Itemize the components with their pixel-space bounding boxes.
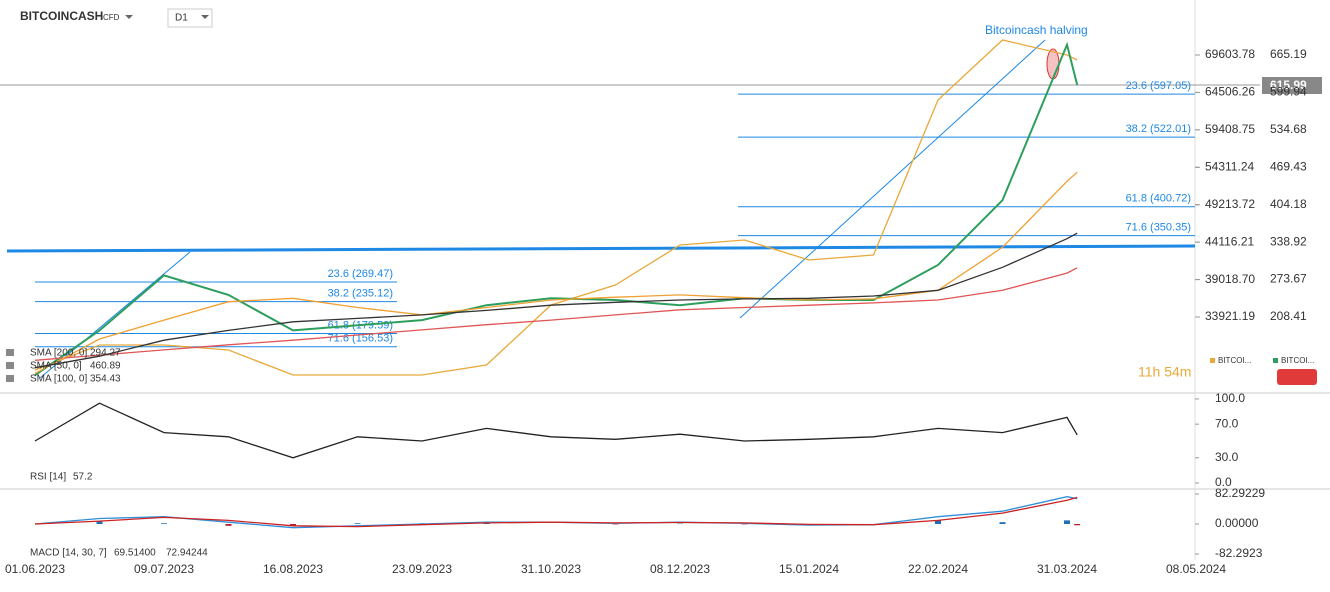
y2-tick-label: 39018.70 (1205, 272, 1255, 286)
y2-tick-label: 49213.72 (1205, 197, 1255, 211)
y-tick-label: 469.43 (1270, 159, 1307, 173)
y2-tick-label: 33921.19 (1205, 309, 1255, 323)
macd-histogram-bar (1064, 520, 1070, 524)
x-tick-label: 08.12.2023 (650, 562, 710, 576)
fib-label: 71.6 (350.35) (1126, 221, 1191, 233)
fib-label: 38.2 (235.12) (328, 288, 393, 300)
fib-label: 38.2 (522.01) (1126, 123, 1191, 135)
legend-name: BITCOI... (1281, 356, 1314, 365)
x-tick-label: 15.01.2024 (779, 562, 839, 576)
y-tick-label: 82.29229 (1215, 486, 1265, 500)
instrument-kind: CFD (103, 13, 120, 22)
rsi-label: RSI [14] (30, 472, 66, 483)
macd-histogram-bar (355, 523, 361, 524)
x-tick-label: 16.08.2023 (263, 562, 323, 576)
legend-name: BITCOI... (1218, 356, 1251, 365)
y2-tick-label: 59408.75 (1205, 122, 1255, 136)
legend-value: 294.27 (90, 348, 121, 359)
y-tick-label: 338.92 (1270, 234, 1307, 248)
x-tick-label: 31.10.2023 (521, 562, 581, 576)
highlight-ellipse (1047, 49, 1059, 79)
legend-swatch (1273, 358, 1278, 363)
interval[interactable]: D1 (175, 13, 188, 24)
legend-value: 460.89 (90, 361, 121, 372)
legend-icon (6, 362, 14, 369)
fib-label: 61.8 (400.72) (1126, 193, 1191, 205)
y-tick-label: -82.2923 (1215, 546, 1263, 560)
macd-label: MACD [14, 30, 7] (30, 548, 107, 559)
y2-tick-label: 69603.78 (1205, 47, 1255, 61)
annotation: Bitcoincash halving (985, 23, 1088, 37)
symbol[interactable]: BITCOINCASH (20, 9, 103, 23)
fib-label: 23.6 (597.05) (1126, 80, 1191, 92)
x-tick-label: 31.03.2024 (1037, 562, 1097, 576)
legend-swatch (1210, 358, 1215, 363)
fib-label: 23.6 (269.47) (328, 268, 393, 280)
legend-value: 354.43 (90, 374, 121, 385)
y-tick-label: 273.67 (1270, 272, 1307, 286)
legend-icon (6, 349, 14, 356)
y-tick-label: 534.68 (1270, 122, 1307, 136)
macd-histogram-bar (161, 523, 167, 524)
x-tick-label: 23.09.2023 (392, 562, 452, 576)
x-tick-label: 22.02.2024 (908, 562, 968, 576)
y-tick-label: 599.94 (1270, 85, 1307, 99)
x-tick-label: 08.05.2024 (1166, 562, 1226, 576)
y-tick-label: 208.41 (1270, 309, 1307, 323)
legend-name: SMA [100, 0] (30, 374, 87, 385)
legend-name: SMA [50, 0] (30, 361, 82, 372)
y-tick-label: 100.0 (1215, 391, 1245, 405)
y-tick-label: 0.00000 (1215, 516, 1259, 530)
y2-tick-label: 64506.26 (1205, 85, 1255, 99)
countdown: 11h 54m (1138, 364, 1191, 380)
macd-signal-value: 72.94244 (166, 548, 208, 559)
legend-name: SMA [200, 0] (30, 348, 87, 359)
y-tick-label: 665.19 (1270, 47, 1307, 61)
y2-tick-label: 54311.24 (1205, 159, 1254, 173)
rsi-value: 57.2 (73, 472, 93, 483)
y-tick-label: 404.18 (1270, 197, 1307, 211)
x-tick-label: 01.06.2023 (5, 562, 65, 576)
macd-histogram-bar (1074, 524, 1080, 525)
sell-button[interactable] (1277, 369, 1317, 385)
y-tick-label: 30.0 (1215, 450, 1239, 464)
legend-icon (6, 375, 14, 382)
macd-value: 69.51400 (114, 548, 156, 559)
x-tick-label: 09.07.2023 (134, 562, 194, 576)
y2-tick-label: 44116.21 (1205, 234, 1254, 248)
macd-histogram-bar (1000, 522, 1006, 524)
y-tick-label: 70.0 (1215, 416, 1239, 430)
macd-histogram-bar (226, 524, 232, 526)
